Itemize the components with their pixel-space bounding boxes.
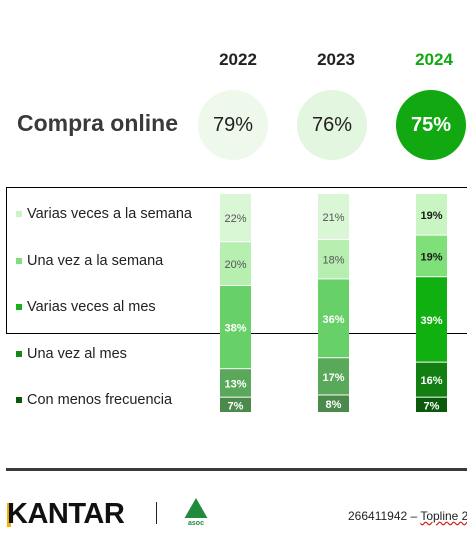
bar-data-label: 39% [420,315,442,327]
bar-segment [318,239,349,279]
legend-swatch [16,211,22,217]
legend-label: Una vez al mes [27,346,127,362]
bar-data-label: 19% [420,251,442,263]
bar-data-label: 8% [326,399,342,411]
legend-swatch [16,397,22,403]
legend-label: Una vez a la semana [27,253,164,269]
footer-divider [6,468,467,471]
bar-segment [318,395,349,412]
legend-item-menos-frecuencia: Con menos frecuencia [16,390,172,410]
bar-data-label: 17% [322,372,344,384]
bar-data-label: 7% [228,400,244,412]
bar-segment [416,362,447,397]
logo-separator [156,502,157,524]
legend-item-varias-mes: Varias veces al mes [16,297,156,317]
bar-data-label: 16% [420,375,442,387]
legend-swatch [16,258,22,264]
bar-data-label: 18% [322,255,344,267]
bar-data-label: 20% [224,259,246,271]
summary-title: Compra online [17,110,179,136]
bar-segment [318,279,349,358]
summary-circle-2022: 79% [198,90,268,160]
legend-label: Con menos frecuencia [27,392,173,408]
legend-swatch [16,304,22,310]
bar-data-label: 21% [322,212,344,224]
footer-code: 266411942 – [348,509,421,523]
legend-item-varias-semana: Varias veces a la semana [16,204,192,224]
bar-segment [416,277,447,362]
bar-segment [416,235,447,277]
legend-swatch [16,351,22,357]
bar-segment [220,369,251,397]
year-header-2022: 2022 [219,50,257,69]
bar-segment [220,242,251,285]
svg-text:asoc: asoc [188,520,204,527]
bar-data-label: 22% [224,213,246,225]
kantar-logo: KANTAR [7,498,125,530]
bar-segment [220,285,251,369]
kantar-logo-bar [7,503,11,527]
legend-item-una-mes: Una vez al mes [16,344,127,364]
bar-data-label: 7% [424,400,440,412]
aecoc-tree-logo-icon: asoc [182,498,210,527]
legend-label: Varias veces a la semana [27,206,192,222]
bar-data-label: 38% [224,323,246,335]
bar-segment [416,194,447,235]
year-header-2023: 2023 [317,50,355,69]
bar-segment [318,194,349,239]
footer-topline: Topline 2 [420,509,467,523]
bar-segment [220,194,251,242]
legend-item-una-semana: Una vez a la semana [16,251,163,271]
bar-segment [416,397,447,412]
bar-segment [220,397,251,412]
bar-data-label: 19% [420,210,442,222]
bar-segment [318,358,349,395]
bar-data-label: 36% [322,314,344,326]
footer-reference: 266411942 – Topline 2 [348,509,467,523]
summary-circle-2024: 75% [396,90,466,160]
legend-label: Varias veces al mes [27,299,156,315]
year-header-2024: 2024 [415,50,453,69]
summary-circle-2023: 76% [297,90,367,160]
bar-data-label: 13% [224,378,246,390]
